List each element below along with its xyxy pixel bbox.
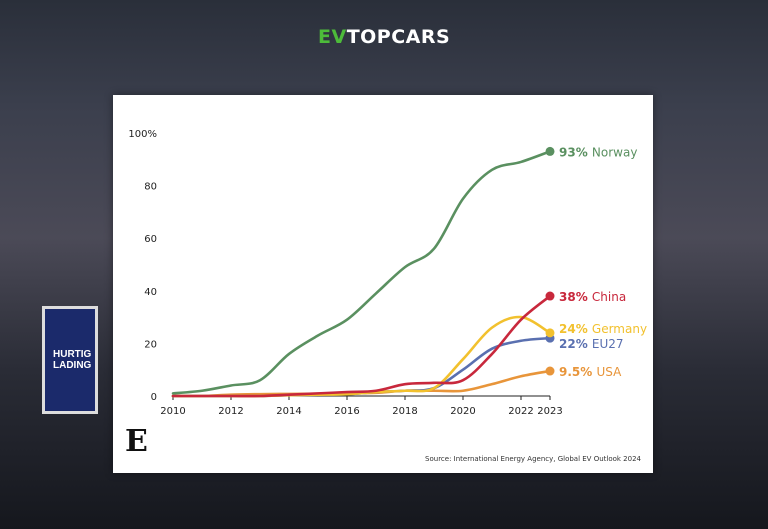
charging-sign: HURTIG LADING	[42, 306, 98, 414]
series-value-eu27: 22%	[559, 337, 592, 351]
series-label-germany: 24% Germany	[559, 322, 647, 336]
chart-card: 100% 80 60 40 20 0 2010 2012 2014 2016 2018 2020 202…	[113, 95, 653, 473]
series-endpoint-china	[545, 291, 555, 301]
y-tick-label: 80	[144, 182, 157, 193]
source-note: Source: International Energy Agency, Glo…	[425, 455, 641, 463]
site-logo[interactable]: EVTOPCARS	[318, 26, 458, 54]
y-tick-label: 100%	[128, 129, 157, 140]
y-tick-label: 0	[151, 392, 157, 403]
series-endpoint-norway	[545, 146, 555, 156]
x-tick-label: 2012	[218, 406, 243, 417]
x-tick-label: 2020	[450, 406, 475, 417]
charging-sign-text: HURTIG LADING	[53, 349, 97, 371]
series-value-china: 38%	[559, 290, 592, 304]
series-line-china	[171, 294, 552, 398]
series-label-china: 38% China	[559, 290, 626, 304]
y-tick-label: 40	[144, 287, 157, 298]
series-value-usa: 9.5%	[559, 365, 596, 379]
series-name-eu27: EU27	[592, 337, 624, 351]
x-tick-label: 2023	[537, 406, 562, 417]
series-line-eu27	[171, 336, 552, 398]
x-tick-label: 2022	[508, 406, 533, 417]
x-tick-label: 2016	[334, 406, 359, 417]
logo-text: TOPCARS	[346, 26, 451, 48]
series-value-norway: 93%	[559, 145, 592, 159]
series-endpoint-usa	[545, 366, 555, 376]
series-label-norway: 93% Norway	[559, 145, 637, 159]
brand-mark: E	[125, 424, 148, 459]
x-tick-label: 2018	[392, 406, 417, 417]
y-tick-label: 60	[144, 234, 157, 245]
series-name-usa: USA	[596, 365, 622, 379]
x-tick-label: 2010	[160, 406, 185, 417]
series-name-norway: Norway	[592, 145, 638, 159]
sign-line-1: HURTIG	[53, 349, 92, 360]
series-name-germany: Germany	[592, 322, 647, 336]
logo-ev: EV	[318, 26, 347, 48]
sign-line-2: LADING	[53, 360, 92, 371]
x-tick-label: 2014	[276, 406, 301, 417]
series-label-usa: 9.5% USA	[559, 365, 622, 379]
series-value-germany: 24%	[559, 322, 592, 336]
y-tick-label: 20	[144, 339, 157, 350]
series-name-china: China	[592, 290, 626, 304]
series-label-eu27: 22% EU27	[559, 337, 624, 351]
series-endpoint-germany	[545, 328, 555, 338]
series-line-norway	[171, 150, 552, 395]
